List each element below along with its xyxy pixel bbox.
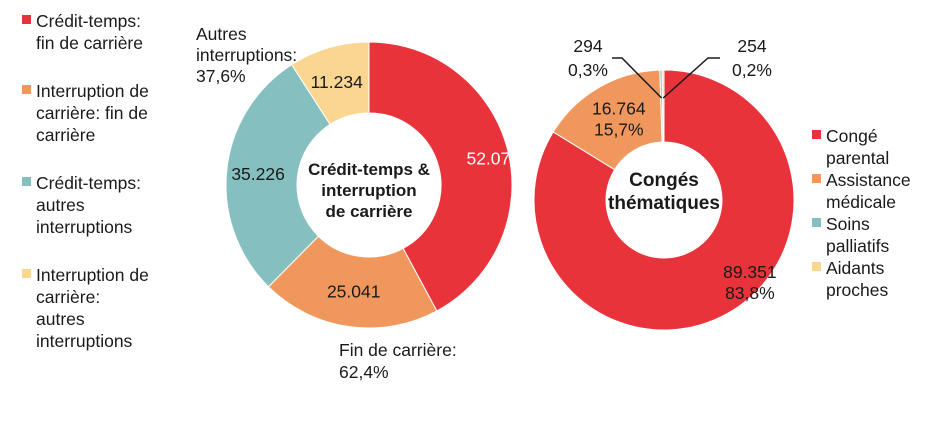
legend-left-swatch-2 [22,177,31,186]
annotation-autres-interruptions: Autres interruptions: 37,6% [196,24,297,86]
legend-right-swatch-2 [812,218,821,227]
leader-line-aidants-proches [662,57,720,99]
legend-credit-temps: Crédit-temps: fin de carrière Interruption… [22,10,197,378]
legend-right-swatch-3 [812,262,821,271]
data-label-2-3: 254 0,2% [732,36,772,80]
legend-right-label-2-0: Soins [826,214,870,234]
legend-left-label-0-0: Crédit-temps: [36,11,142,31]
legend-right-item-3: Aidants proches [812,257,942,301]
center-label-1: Crédit-temps & interruption de carrière [308,160,430,221]
legend-left-item-0: Crédit-temps: fin de carrière [22,10,197,54]
legend-left-swatch-3 [22,269,31,278]
data-label-1-2: 35.226 [231,164,285,184]
legend-left-label-2-2: interruptions [36,217,133,237]
legend-right-item-2: Soins palliatifs [812,213,942,257]
legend-left-label-3-0: Interruption de [36,265,149,285]
legend-right-label-3-0: Aidants [826,258,885,278]
legend-right-item-1: Assistance médicale [812,169,942,213]
data-label-2-2: 294 0,3% [568,36,608,80]
legend-left-label-1-1: carrière: fin de [36,103,148,123]
slice-1-1 [267,235,438,329]
legend-left-label-3-1: carrière: [36,287,101,307]
legend-right-label-3-1: proches [826,280,889,300]
legend-right-item-0: Congé parental [812,125,942,169]
annotation-fin-de-carriere: Fin de carrière: 62,4% [339,340,457,382]
legend-left-swatch-1 [22,85,31,94]
legend-left-label-3-3: interruptions [36,331,133,351]
slice-1-0 [368,41,513,312]
legend-left-item-1: Interruption de carrière: fin de carrière [22,80,197,146]
legend-right-label-0-1: parental [826,148,890,168]
legend-conges-thematiques: Congé parental Assistance médicale Soins pall… [812,125,942,301]
legend-right-label-1-0: Assistance [826,170,911,190]
data-label-2-0: 89.351 83,8% [723,262,777,303]
data-label-1-1: 25.041 [327,281,381,301]
legend-left-label-0-1: fin de carrière [36,33,143,53]
legend-left-swatch-0 [22,15,31,24]
legend-left-label-3-2: autres [36,309,85,329]
legend-left-label-2-1: autres [36,195,85,215]
legend-right-label-0-0: Congé [826,126,878,146]
data-label-2-1: 16.764 15,7% [592,99,646,140]
legend-left-label-2-0: Crédit-temps: [36,173,142,193]
legend-left-item-2: Crédit-temps: autres interruptions [22,172,197,238]
legend-left-label-1-0: Interruption de [36,81,149,101]
data-label-1-3: 11.234 [311,72,363,92]
slice-2-0 [533,69,795,331]
legend-right-label-2-1: palliatifs [826,236,890,256]
legend-right-swatch-1 [812,174,821,183]
legend-right-label-1-1: médicale [826,192,897,212]
data-label-1-0: 52.073 [466,149,520,169]
legend-left-label-1-2: carrière [36,125,96,145]
legend-left-item-3: Interruption de carrière: autres interrupti… [22,264,197,352]
slice-2-3 [661,69,665,143]
leader-line-soins-palliatifs [612,57,663,99]
center-label-2: Congés thématiques [608,170,720,214]
slice-1-2 [225,64,331,288]
slice-1-3 [290,41,370,126]
legend-right-swatch-0 [812,130,821,139]
